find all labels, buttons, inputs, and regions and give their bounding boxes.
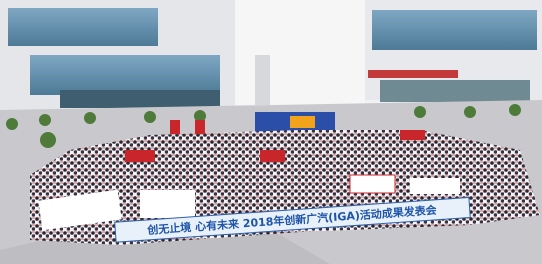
sign-board xyxy=(350,175,395,193)
window xyxy=(60,90,220,108)
page: 创无止境 心有未来 2018年创新广汽(IGA)活动成果发表会 (() => {… xyxy=(0,0,542,264)
window xyxy=(372,10,537,50)
backdrop-logo xyxy=(290,116,315,128)
sign-board xyxy=(140,190,195,218)
building-center xyxy=(235,0,365,105)
photo: 创无止境 心有未来 2018年创新广汽(IGA)活动成果发表会 xyxy=(0,0,542,264)
pillar xyxy=(255,55,270,105)
window xyxy=(8,8,158,46)
lobby xyxy=(380,80,530,102)
red-sign xyxy=(368,70,458,78)
window xyxy=(30,55,220,95)
sign-board xyxy=(410,178,460,194)
